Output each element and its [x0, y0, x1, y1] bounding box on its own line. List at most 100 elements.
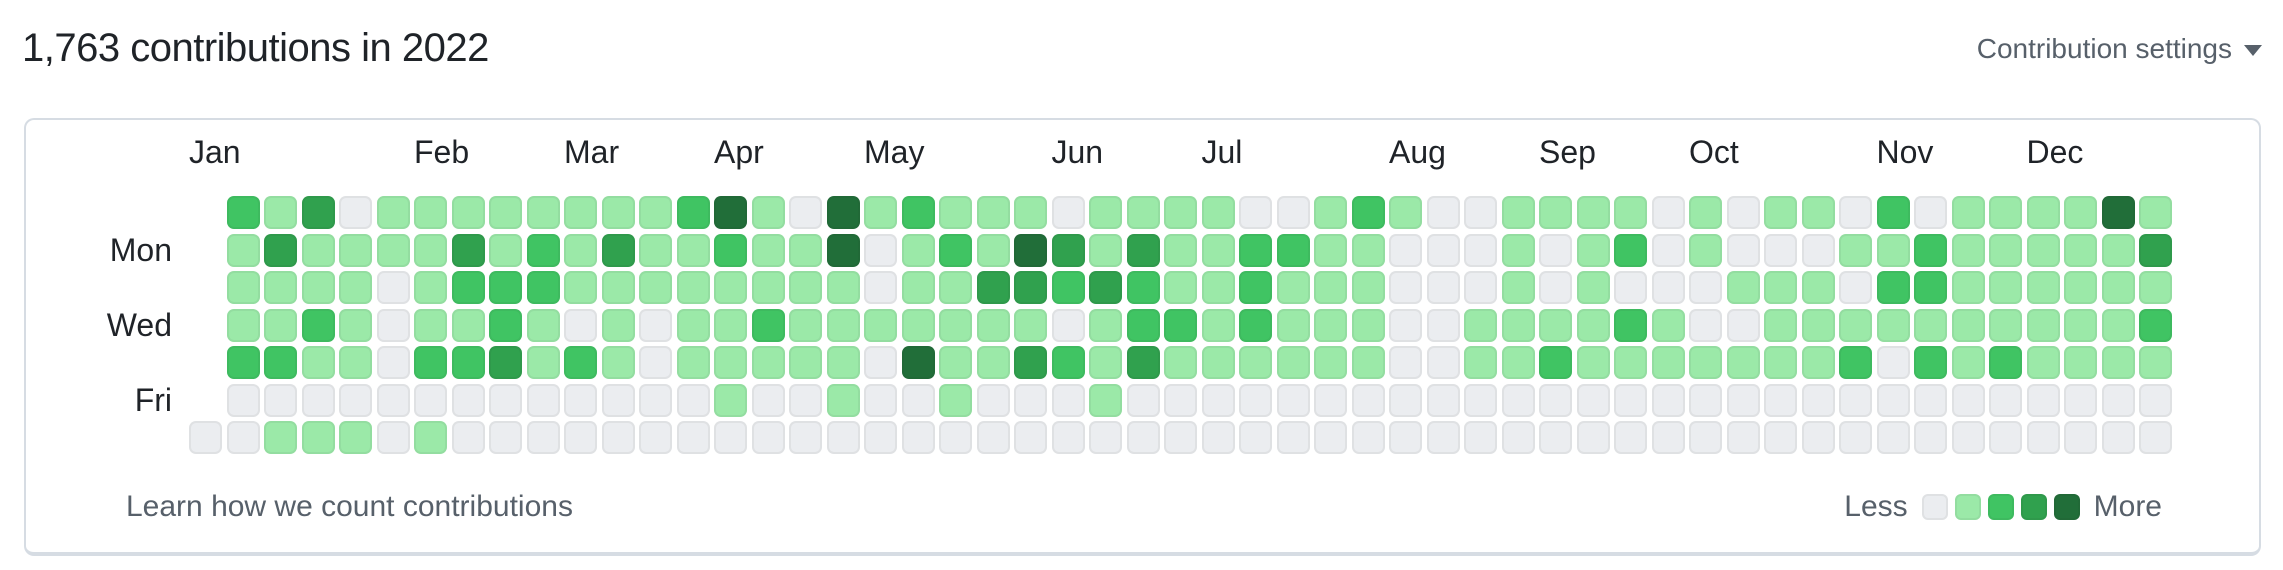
contribution-cell[interactable]: [1314, 233, 1347, 267]
contribution-cell[interactable]: [1989, 346, 2022, 379]
contribution-cell[interactable]: [376, 271, 410, 304]
contribution-cell[interactable]: [526, 383, 560, 417]
contribution-cell[interactable]: [1726, 196, 1760, 229]
contribution-cell[interactable]: [189, 421, 222, 454]
contribution-cell[interactable]: [1351, 233, 1385, 267]
contribution-cell[interactable]: [789, 196, 822, 229]
contribution-cell[interactable]: [1689, 346, 1722, 379]
contribution-cell[interactable]: [526, 271, 560, 304]
contribution-cell[interactable]: [1426, 308, 1460, 342]
contribution-cell[interactable]: [1239, 421, 1272, 454]
contribution-cell[interactable]: [601, 271, 635, 304]
contribution-cell[interactable]: [1126, 308, 1160, 342]
contribution-cell[interactable]: [1201, 233, 1235, 267]
contribution-cell[interactable]: [1089, 421, 1122, 454]
contribution-cell[interactable]: [1801, 346, 1835, 379]
contribution-cell[interactable]: [864, 346, 897, 379]
contribution-cell[interactable]: [1389, 383, 1422, 417]
contribution-cell[interactable]: [789, 346, 822, 379]
contribution-cell[interactable]: [264, 233, 297, 267]
contribution-cell[interactable]: [676, 308, 710, 342]
contribution-cell[interactable]: [2026, 346, 2060, 379]
contribution-cell[interactable]: [714, 346, 747, 379]
contribution-cell[interactable]: [489, 271, 522, 304]
contribution-cell[interactable]: [1314, 271, 1347, 304]
contribution-cell[interactable]: [1839, 346, 1872, 379]
contribution-cell[interactable]: [751, 308, 785, 342]
contribution-cell[interactable]: [1201, 421, 1235, 454]
contribution-cell[interactable]: [1201, 271, 1235, 304]
contribution-cell[interactable]: [2026, 308, 2060, 342]
contribution-cell[interactable]: [1426, 271, 1460, 304]
contribution-cell[interactable]: [1801, 421, 1835, 454]
contribution-cell[interactable]: [1164, 346, 1197, 379]
contribution-cell[interactable]: [901, 308, 935, 342]
contribution-cell[interactable]: [2064, 233, 2097, 267]
contribution-cell[interactable]: [564, 383, 597, 417]
contribution-cell[interactable]: [1876, 421, 1910, 454]
contribution-cell[interactable]: [2139, 233, 2172, 267]
contribution-cell[interactable]: [1951, 421, 1985, 454]
contribution-cell[interactable]: [1539, 196, 1572, 229]
contribution-cell[interactable]: [1801, 196, 1835, 229]
contribution-cell[interactable]: [1351, 196, 1385, 229]
contribution-cell[interactable]: [901, 271, 935, 304]
contribution-cell[interactable]: [1726, 421, 1760, 454]
contribution-cell[interactable]: [2026, 233, 2060, 267]
contribution-cell[interactable]: [1651, 271, 1685, 304]
contribution-cell[interactable]: [976, 233, 1010, 267]
contribution-cell[interactable]: [1764, 271, 1797, 304]
contribution-cell[interactable]: [639, 271, 672, 304]
contribution-cell[interactable]: [939, 383, 972, 417]
contribution-cell[interactable]: [714, 271, 747, 304]
contribution-cell[interactable]: [1989, 383, 2022, 417]
contribution-cell[interactable]: [1614, 196, 1647, 229]
contribution-cell[interactable]: [451, 196, 485, 229]
contribution-cell[interactable]: [1651, 421, 1685, 454]
contribution-cell[interactable]: [489, 421, 522, 454]
contribution-cell[interactable]: [1314, 346, 1347, 379]
contribution-cell[interactable]: [976, 308, 1010, 342]
contribution-cell[interactable]: [1914, 383, 1947, 417]
contribution-cell[interactable]: [864, 196, 897, 229]
contribution-cell[interactable]: [339, 421, 372, 454]
contribution-cell[interactable]: [1689, 421, 1722, 454]
contribution-cell[interactable]: [1689, 233, 1722, 267]
contribution-cell[interactable]: [1726, 383, 1760, 417]
contribution-cell[interactable]: [301, 346, 335, 379]
contribution-cell[interactable]: [789, 421, 822, 454]
contribution-cell[interactable]: [1389, 196, 1422, 229]
contribution-cell[interactable]: [1464, 233, 1497, 267]
contribution-cell[interactable]: [1164, 383, 1197, 417]
contribution-cell[interactable]: [676, 383, 710, 417]
contribution-cell[interactable]: [1351, 421, 1385, 454]
contribution-cell[interactable]: [751, 346, 785, 379]
contribution-cell[interactable]: [1464, 421, 1497, 454]
contribution-cell[interactable]: [1501, 271, 1535, 304]
contribution-cell[interactable]: [601, 383, 635, 417]
contribution-cell[interactable]: [1389, 308, 1422, 342]
contribution-cell[interactable]: [564, 421, 597, 454]
contribution-cell[interactable]: [526, 233, 560, 267]
contribution-cell[interactable]: [226, 196, 260, 229]
contribution-cell[interactable]: [751, 421, 785, 454]
contribution-cell[interactable]: [2101, 233, 2135, 267]
contribution-cell[interactable]: [1464, 308, 1497, 342]
contribution-cell[interactable]: [1089, 308, 1122, 342]
contribution-cell[interactable]: [676, 233, 710, 267]
contribution-cell[interactable]: [1276, 383, 1310, 417]
contribution-cell[interactable]: [1839, 196, 1872, 229]
contribution-cell[interactable]: [339, 308, 372, 342]
contribution-cell[interactable]: [226, 346, 260, 379]
contribution-cell[interactable]: [826, 383, 860, 417]
contribution-cell[interactable]: [526, 346, 560, 379]
contribution-cell[interactable]: [1539, 383, 1572, 417]
contribution-cell[interactable]: [1426, 346, 1460, 379]
contribution-cell[interactable]: [414, 196, 447, 229]
contribution-cell[interactable]: [564, 271, 597, 304]
contribution-cell[interactable]: [1989, 271, 2022, 304]
contribution-cell[interactable]: [226, 271, 260, 304]
contribution-cell[interactable]: [414, 308, 447, 342]
contribution-cell[interactable]: [1576, 308, 1610, 342]
contribution-cell[interactable]: [1801, 233, 1835, 267]
